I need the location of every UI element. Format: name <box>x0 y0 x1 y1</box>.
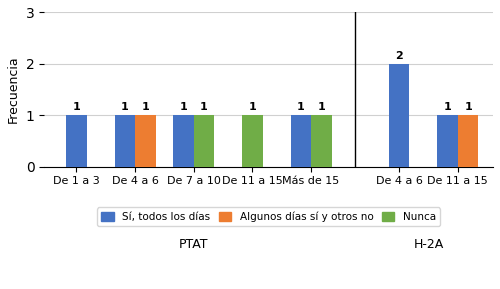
Bar <box>173 115 194 167</box>
Text: 1: 1 <box>248 102 256 112</box>
Text: 1: 1 <box>297 102 304 112</box>
Text: 1: 1 <box>180 102 188 112</box>
Bar <box>135 115 156 167</box>
Bar <box>458 115 478 167</box>
Y-axis label: Frecuencia: Frecuencia <box>7 56 20 123</box>
Text: 1: 1 <box>200 102 208 112</box>
Text: 1: 1 <box>318 102 326 112</box>
Bar <box>66 115 86 167</box>
Text: 1: 1 <box>142 102 149 112</box>
Bar <box>242 115 262 167</box>
Text: H-2A: H-2A <box>414 238 444 251</box>
Bar <box>438 115 458 167</box>
Legend: Sí, todos los días, Algunos días sí y otros no, Nunca: Sí, todos los días, Algunos días sí y ot… <box>98 208 440 226</box>
Bar <box>290 115 311 167</box>
Text: 1: 1 <box>121 102 128 112</box>
Text: PTAT: PTAT <box>179 238 208 251</box>
Text: 1: 1 <box>72 102 80 112</box>
Bar <box>194 115 214 167</box>
Text: 2: 2 <box>396 51 403 61</box>
Text: 1: 1 <box>464 102 472 112</box>
Bar <box>389 64 409 167</box>
Bar <box>311 115 332 167</box>
Text: 1: 1 <box>444 102 452 112</box>
Bar <box>114 115 135 167</box>
